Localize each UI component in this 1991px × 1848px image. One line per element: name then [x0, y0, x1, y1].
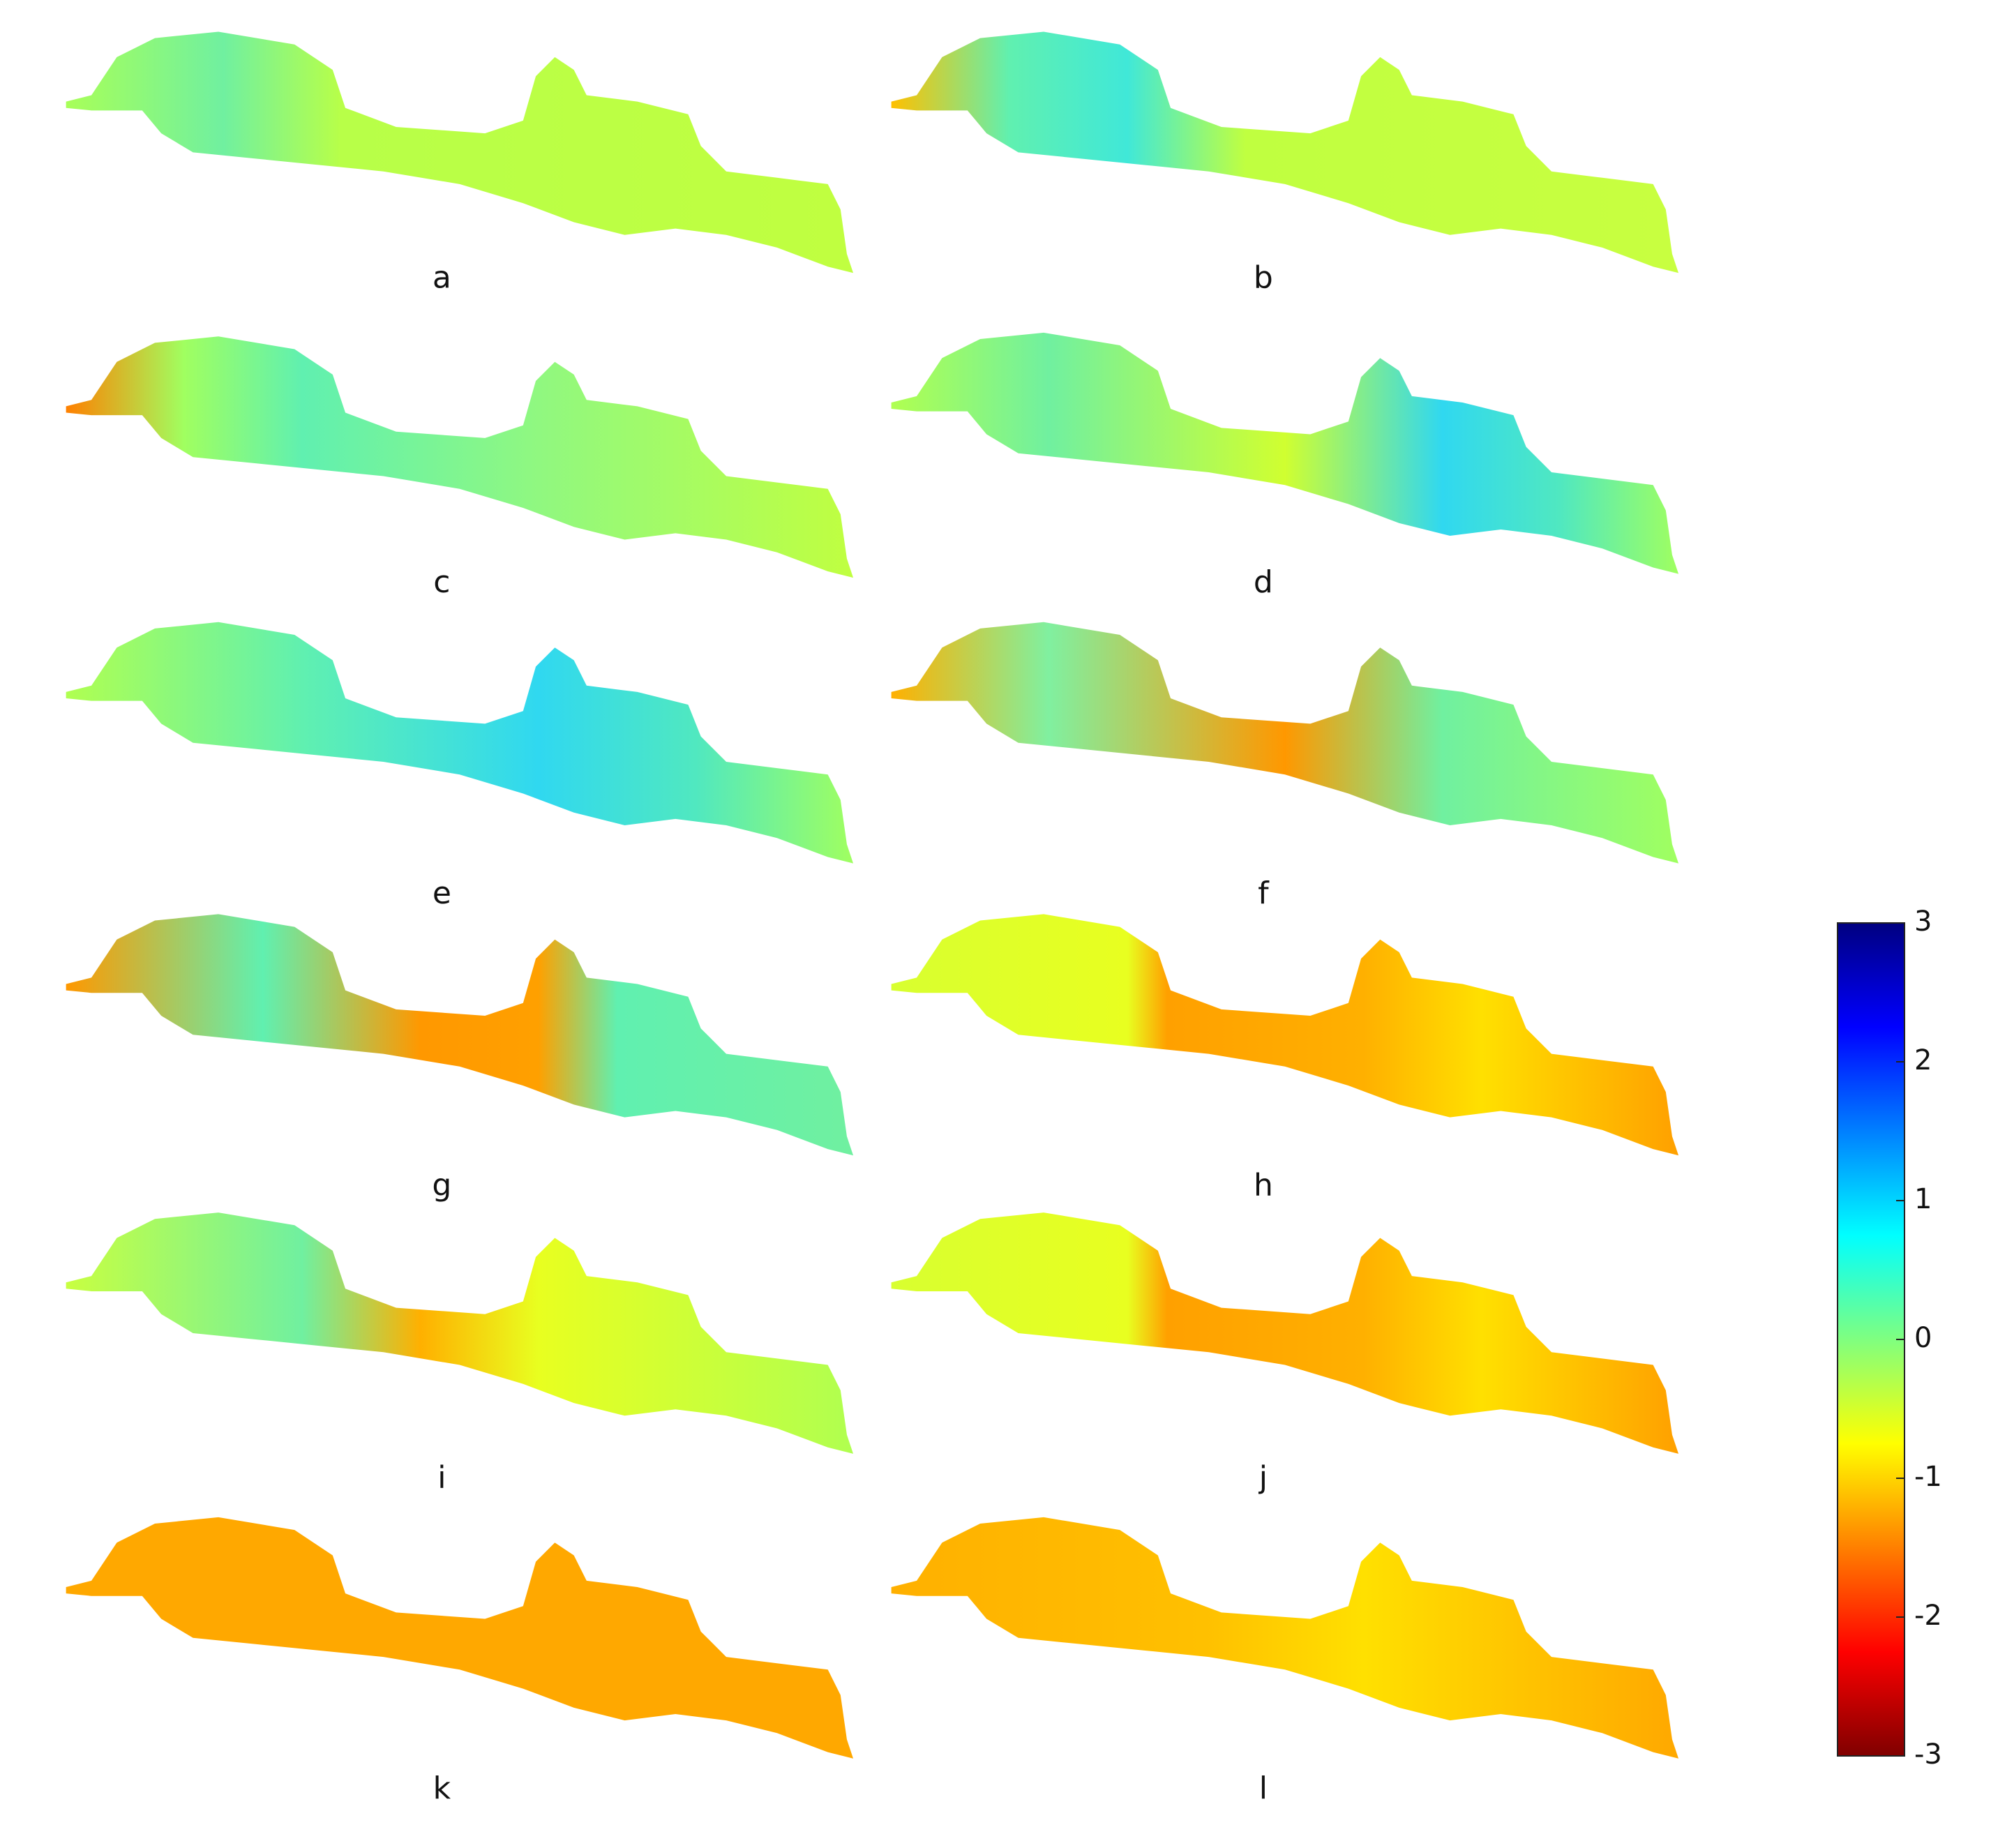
- panel-label: b: [1254, 260, 1273, 295]
- colorbar: [1837, 922, 1905, 1757]
- panel-label: i: [437, 1459, 446, 1495]
- colorbar-tick-label: 2: [1914, 1044, 1932, 1076]
- map-panel: [66, 914, 854, 1156]
- colorbar-tick-label: 1: [1914, 1183, 1932, 1215]
- colorbar-tick-label: -1: [1914, 1461, 1942, 1493]
- panel-label: a: [433, 260, 451, 295]
- map-panel: [66, 1212, 854, 1454]
- colorbar-tick-label: 3: [1914, 906, 1932, 938]
- panel-label: c: [433, 564, 450, 600]
- map-panel: [66, 1517, 854, 1759]
- panel-label: f: [1258, 876, 1270, 911]
- map-panel: [66, 31, 854, 273]
- colorbar-tick-label: 0: [1914, 1322, 1932, 1354]
- panel-label: g: [432, 1168, 451, 1203]
- panel-label: h: [1254, 1168, 1273, 1203]
- colorbar-tick-label: -3: [1914, 1738, 1942, 1771]
- map-panel: [891, 1517, 1679, 1759]
- panel-label: k: [433, 1771, 451, 1806]
- panel-label: j: [1259, 1459, 1268, 1495]
- panel-label: e: [433, 876, 451, 911]
- colorbar-tick-label: -2: [1914, 1600, 1942, 1632]
- map-panel: [891, 622, 1679, 864]
- panel-label: d: [1254, 564, 1273, 600]
- map-panel: [66, 336, 854, 578]
- map-panel: [891, 31, 1679, 273]
- map-panel: [66, 622, 854, 864]
- map-panel: [891, 914, 1679, 1156]
- map-panel: [891, 332, 1679, 574]
- panel-label: l: [1259, 1771, 1268, 1806]
- map-panel: [891, 1212, 1679, 1454]
